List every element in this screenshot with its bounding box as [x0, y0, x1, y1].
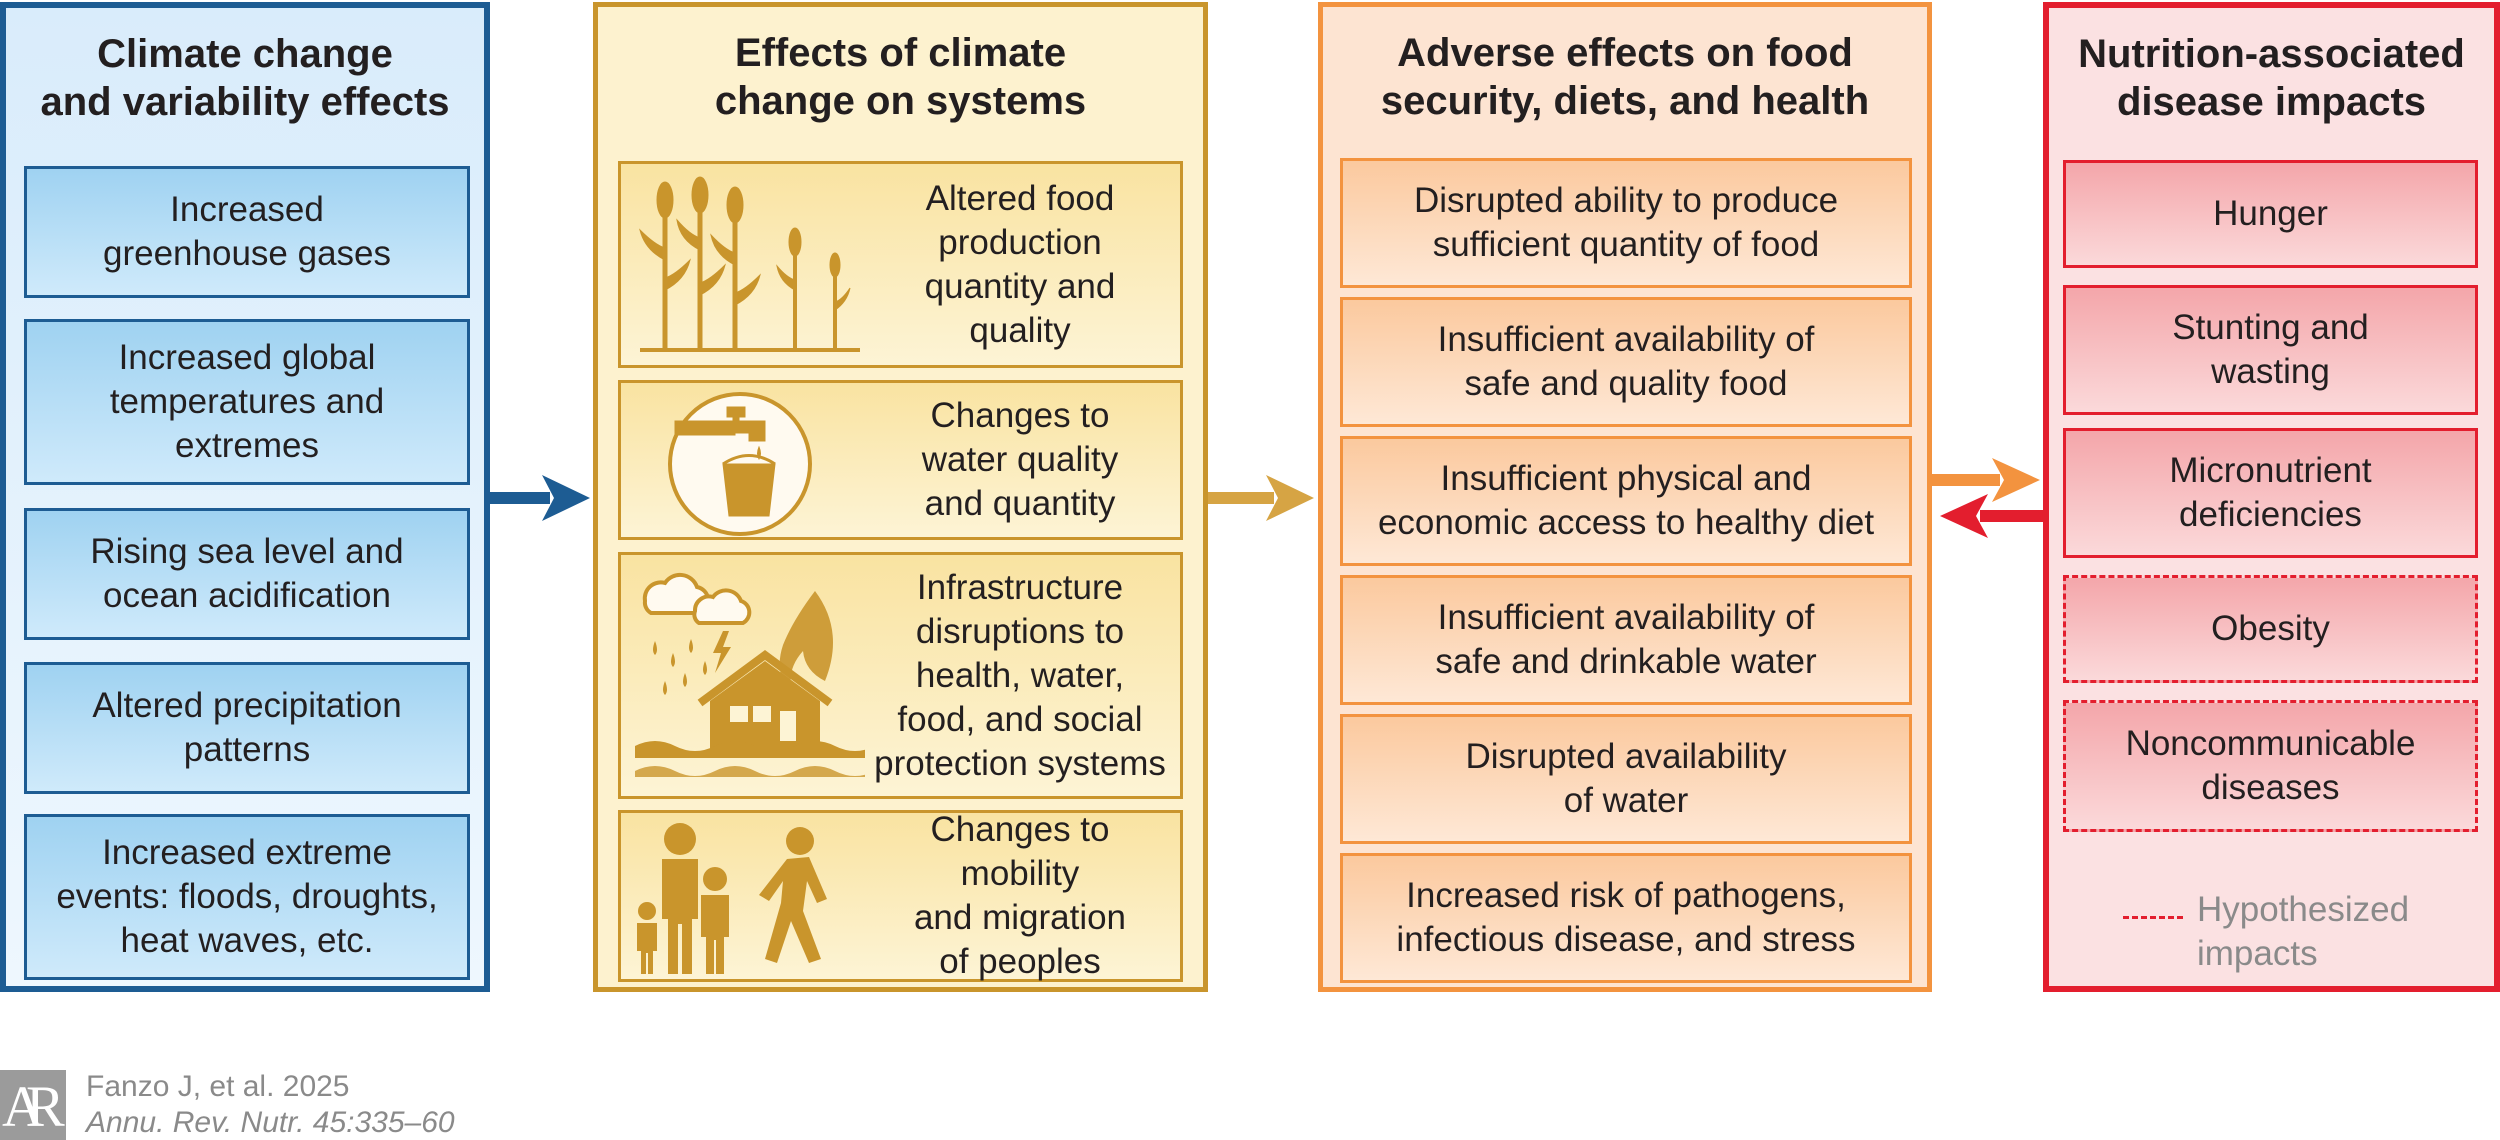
- system-effect-item: Infrastructure disruptions to health, wa…: [618, 552, 1183, 799]
- food-security-item: Disrupted ability to produce sufficient …: [1340, 158, 1912, 288]
- climate-effect-item: Altered precipitation patterns: [24, 662, 470, 794]
- climate-effect-item: Rising sea level and ocean acidification: [24, 508, 470, 640]
- climate-effects-panel: Climate change and variability effects I…: [0, 2, 490, 992]
- system-effect-item: Altered food production quantity and qua…: [618, 161, 1183, 368]
- legend-dashed-line-icon: [2123, 916, 2183, 919]
- climate-effect-item: Increased global temperatures and extrem…: [24, 319, 470, 485]
- storm-flood-fire-house-icon: [635, 572, 865, 777]
- citation-authors: Fanzo J, et al. 2025: [86, 1070, 350, 1103]
- food-security-panel: Adverse effects on food security, diets,…: [1318, 2, 1932, 992]
- disease-impact-item: Micronutrient deficiencies: [2063, 428, 2478, 558]
- climate-effect-item: Increased greenhouse gases: [24, 166, 470, 298]
- disease-impact-item-hypothesized: Obesity: [2063, 575, 2478, 683]
- arrow-left-red-icon: [1940, 494, 2046, 538]
- family-walking-icon: [637, 823, 827, 974]
- system-effect-label: Changes to water quality and quantity: [921, 396, 1119, 523]
- food-security-item: Insufficient availability of safe and dr…: [1340, 575, 1912, 705]
- food-security-item: Insufficient physical and economic acces…: [1340, 436, 1912, 566]
- disease-impact-item: Hunger: [2063, 160, 2478, 268]
- arrow-right-orange-icon: [1930, 458, 2040, 502]
- system-effect-label: Infrastructure disruptions to health, wa…: [874, 567, 1166, 783]
- disease-impact-item-hypothesized: Noncommunicable diseases: [2063, 700, 2478, 832]
- system-effects-panel: Effects of climate change on systems Alt…: [593, 2, 1208, 992]
- arrow-right-blue-icon: [490, 475, 590, 521]
- system-effect-label: Changes to mobility and migration of peo…: [913, 810, 1127, 981]
- system-effect-item: Changes to water quality and quantity: [618, 380, 1183, 540]
- corn-crops-icon: [639, 176, 860, 352]
- arrow-right-gold-icon: [1208, 475, 1314, 521]
- food-security-item: Increased risk of pathogens, infectious …: [1340, 853, 1912, 983]
- disease-impacts-title: Nutrition-associated disease impacts: [2078, 32, 2465, 124]
- disease-impacts-panel: Nutrition-associated disease impacts Hun…: [2043, 2, 2500, 992]
- system-effect-item: Changes to mobility and migration of peo…: [618, 810, 1183, 982]
- legend-label: Hypothesized impacts: [2197, 890, 2410, 973]
- disease-impact-item: Stunting and wasting: [2063, 285, 2478, 415]
- food-security-title: Adverse effects on food security, diets,…: [1380, 31, 1870, 123]
- food-security-item: Disrupted availability of water: [1340, 714, 1912, 844]
- legend: Hypothesized impacts: [2123, 888, 2453, 978]
- food-security-item: Insufficient availability of safe and qu…: [1340, 297, 1912, 427]
- climate-effect-item: Increased extreme events: floods, drough…: [24, 814, 470, 980]
- system-effects-title: Effects of climate change on systems: [714, 31, 1087, 123]
- system-effect-label: Altered food production quantity and qua…: [924, 178, 1116, 350]
- water-faucet-bucket-icon: [668, 392, 812, 536]
- climate-effects-title: Climate change and variability effects: [40, 32, 450, 124]
- citation-journal: Annu. Rev. Nutr. 45:335–60: [86, 1106, 455, 1139]
